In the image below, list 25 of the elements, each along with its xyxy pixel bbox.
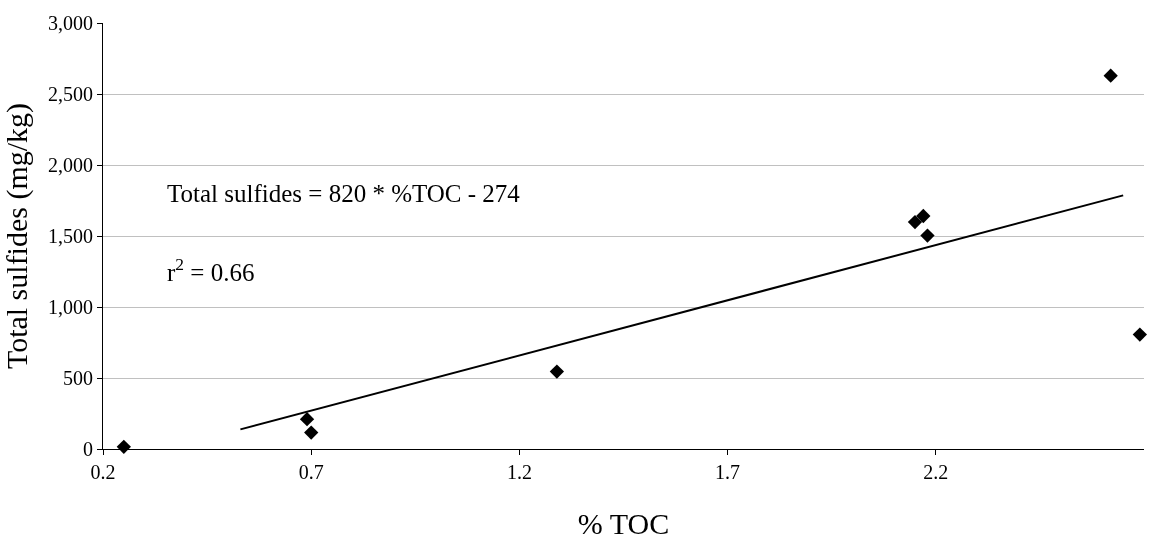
point [1103, 68, 1118, 83]
point [299, 412, 315, 427]
point [916, 208, 931, 224]
y-tick-label: 1,500 [48, 225, 93, 247]
point [1132, 327, 1147, 342]
x-tick-label: 1.7 [715, 461, 741, 483]
y-tick-label: 2,500 [48, 83, 93, 105]
y-tick-label: 0 [83, 438, 93, 460]
y-tick-label: 1,000 [48, 296, 93, 318]
annotation: Total sulfides = 820 * %TOC - 274 [167, 180, 521, 207]
y-tick-label: 500 [63, 367, 93, 389]
y-axis-title: Total sulfides (mg/kg) [0, 102, 34, 370]
x-tick-label: 1.2 [506, 461, 532, 483]
point [907, 214, 923, 230]
x-tick-label: 2.2 [923, 461, 949, 483]
x-axis-title: % TOC [577, 506, 670, 540]
point [116, 439, 131, 455]
y-tick-label: 2,000 [48, 154, 93, 176]
point [304, 425, 319, 440]
y-tick-label: 3,000 [48, 12, 93, 34]
point [920, 228, 935, 243]
annotation: r$^{2}$ = 0.66 [167, 254, 255, 286]
x-tick-label: 0.7 [298, 461, 324, 483]
x-tick-label: 0.2 [90, 461, 116, 483]
point [549, 364, 565, 379]
